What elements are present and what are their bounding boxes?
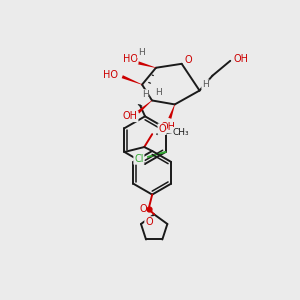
Text: OH: OH — [234, 54, 249, 64]
Text: O: O — [145, 217, 153, 227]
Text: O: O — [158, 124, 166, 134]
Text: Cl: Cl — [134, 154, 144, 164]
Text: H: H — [142, 90, 148, 99]
Polygon shape — [168, 104, 175, 119]
Text: O: O — [185, 55, 193, 65]
Text: H: H — [202, 80, 209, 89]
Polygon shape — [137, 100, 152, 114]
Text: HO: HO — [123, 54, 138, 64]
Polygon shape — [122, 75, 142, 85]
Text: HO: HO — [103, 70, 118, 80]
Text: OH: OH — [160, 122, 175, 132]
Text: H: H — [155, 88, 162, 97]
Text: OH: OH — [123, 111, 138, 121]
Text: H: H — [138, 48, 145, 57]
Text: O: O — [140, 204, 147, 214]
Text: CH₃: CH₃ — [172, 128, 189, 137]
Polygon shape — [138, 61, 156, 68]
